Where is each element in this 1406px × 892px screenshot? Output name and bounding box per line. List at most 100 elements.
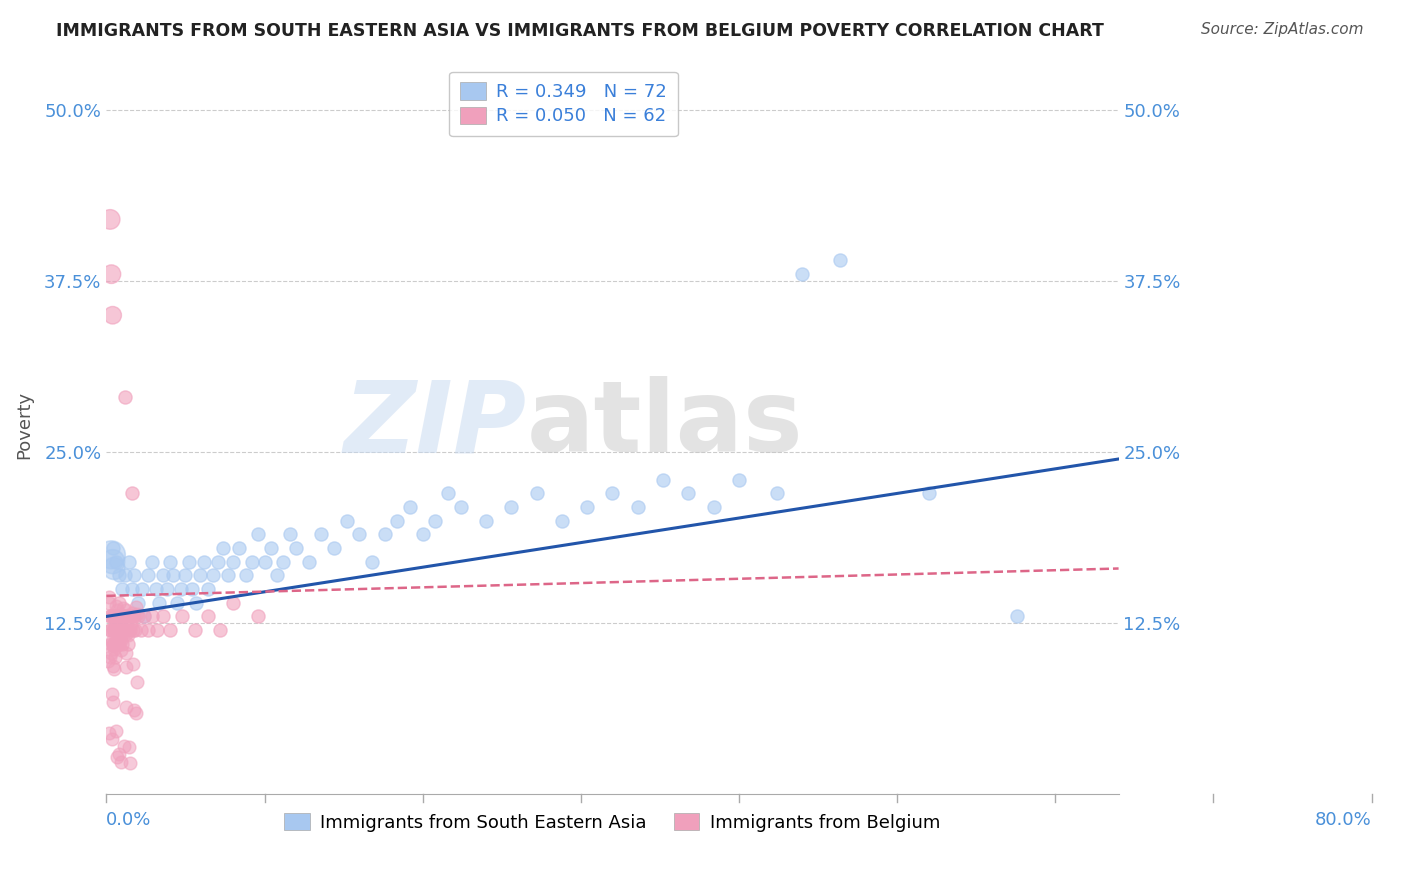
Point (103, 662, 125, 676)
Point (100, 548, 122, 562)
Point (110, 609, 132, 624)
Point (122, 657, 145, 672)
Point (111, 623, 134, 637)
Point (141, 609, 163, 624)
Point (145, 582, 167, 596)
Text: 80.0%: 80.0% (1315, 811, 1372, 829)
Point (228, 541, 250, 555)
Point (98, 650, 121, 665)
Point (101, 688, 124, 702)
Point (125, 607, 148, 621)
Point (159, 623, 181, 637)
Point (766, 486, 789, 500)
Point (118, 609, 141, 624)
Point (105, 724, 128, 739)
Point (112, 601, 135, 615)
Point (652, 473, 675, 487)
Point (172, 609, 194, 624)
Point (105, 750, 128, 764)
Point (311, 527, 333, 541)
Point (118, 756, 141, 771)
Legend: Immigrants from South Eastern Asia, Immigrants from Belgium: Immigrants from South Eastern Asia, Immi… (276, 804, 949, 841)
Point (101, 609, 124, 624)
Point (122, 568, 145, 582)
Point (103, 561, 125, 575)
Point (112, 623, 135, 637)
Point (115, 603, 138, 617)
Point (678, 486, 700, 500)
Point (100, 637, 122, 651)
Point (184, 623, 207, 637)
Point (100, 623, 122, 637)
Point (177, 555, 200, 569)
Point (110, 643, 132, 657)
Point (285, 541, 308, 555)
Point (121, 606, 143, 620)
Point (526, 486, 548, 500)
Point (170, 582, 193, 596)
Point (115, 626, 138, 640)
Point (108, 637, 131, 651)
Point (425, 514, 447, 528)
Point (101, 638, 124, 652)
Point (114, 568, 136, 582)
Point (105, 603, 128, 617)
Point (159, 555, 181, 569)
Point (278, 527, 301, 541)
Text: 0.0%: 0.0% (107, 811, 152, 829)
Point (112, 609, 135, 624)
Point (101, 633, 124, 648)
Point (146, 623, 169, 637)
Point (136, 623, 159, 637)
Point (117, 637, 139, 651)
Point (108, 568, 131, 582)
Point (201, 568, 224, 582)
Point (120, 623, 142, 637)
Point (108, 623, 131, 637)
Point (602, 486, 624, 500)
Point (349, 527, 371, 541)
Point (235, 568, 257, 582)
Point (104, 650, 127, 665)
Point (193, 555, 215, 569)
Point (97, 654, 120, 668)
Point (114, 390, 136, 404)
Point (450, 500, 472, 514)
Point (110, 582, 132, 596)
Point (240, 555, 263, 569)
Point (98, 590, 121, 604)
Point (97, 596, 120, 610)
Point (323, 541, 346, 555)
Point (110, 633, 132, 648)
Point (111, 609, 134, 624)
Point (211, 541, 233, 555)
Point (105, 609, 128, 624)
Point (101, 694, 124, 708)
Point (103, 623, 125, 637)
Point (186, 596, 208, 610)
Point (107, 609, 129, 624)
Point (105, 599, 128, 614)
Point (247, 609, 270, 624)
Point (120, 617, 142, 632)
Point (122, 609, 145, 624)
Point (105, 555, 128, 569)
Point (122, 623, 145, 637)
Point (115, 609, 138, 624)
Point (108, 609, 131, 624)
Point (266, 568, 288, 582)
Point (100, 609, 122, 624)
Point (551, 514, 574, 528)
Point (114, 660, 136, 674)
Point (336, 514, 359, 528)
Point (108, 747, 131, 761)
Text: ZIP: ZIP (343, 376, 526, 474)
Point (110, 623, 132, 637)
Point (247, 527, 270, 541)
Point (222, 596, 245, 610)
Text: IMMIGRANTS FROM SOUTH EASTERN ASIA VS IMMIGRANTS FROM BELGIUM POVERTY CORRELATIO: IMMIGRANTS FROM SOUTH EASTERN ASIA VS IM… (56, 22, 1104, 40)
Point (110, 623, 132, 637)
Point (114, 646, 136, 660)
Point (100, 646, 122, 660)
Point (253, 555, 276, 569)
